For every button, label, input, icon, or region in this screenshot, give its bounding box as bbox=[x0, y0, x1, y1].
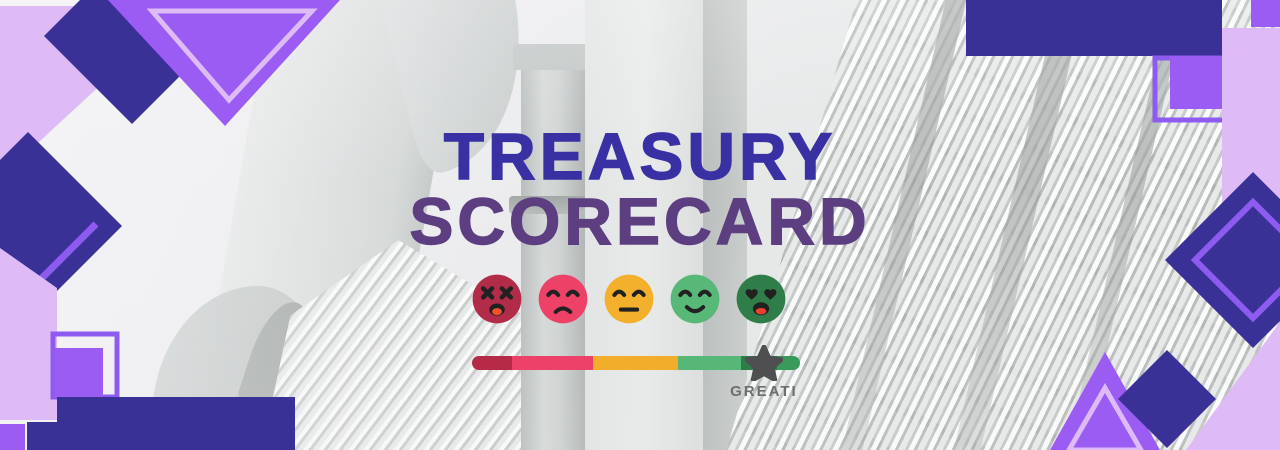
title-line-2: SCORECARD bbox=[409, 184, 871, 258]
face-circle bbox=[604, 274, 654, 324]
slider-segment-3 bbox=[677, 356, 741, 370]
title-block: TREASURY SCORECARD bbox=[0, 119, 1280, 258]
slider-segment-0 bbox=[472, 356, 513, 370]
star-slider-handle[interactable] bbox=[744, 345, 783, 381]
emoji-happy-icon[interactable] bbox=[669, 273, 721, 325]
emoji-neutral-icon[interactable] bbox=[603, 273, 655, 325]
closed-eyes bbox=[678, 289, 712, 297]
closed-eyes bbox=[546, 289, 580, 297]
closed-eyes bbox=[612, 289, 646, 297]
face-circle bbox=[670, 274, 720, 324]
smile-mouth bbox=[684, 305, 706, 314]
heart-eye bbox=[745, 289, 758, 300]
heart-eye bbox=[764, 289, 777, 300]
title-line-1: TREASURY bbox=[443, 119, 837, 193]
emoji-dead-icon[interactable] bbox=[471, 273, 523, 325]
rating-slider: GREATI bbox=[472, 344, 800, 404]
emoji-love-icon[interactable] bbox=[735, 273, 787, 325]
face-circle bbox=[538, 274, 588, 324]
star-icon bbox=[744, 345, 783, 381]
emoji-sad-icon[interactable] bbox=[537, 273, 589, 325]
tongue bbox=[755, 307, 767, 315]
frown-mouth bbox=[553, 306, 573, 315]
tongue bbox=[492, 308, 502, 316]
x-eyes bbox=[480, 286, 514, 300]
slider-segment-2 bbox=[593, 356, 678, 370]
slider-segment-1 bbox=[512, 356, 594, 370]
emoji-rating-scale bbox=[471, 273, 787, 325]
slider-value-label: GREATI bbox=[730, 383, 798, 400]
face-circle bbox=[736, 274, 786, 324]
face-circle bbox=[472, 274, 522, 324]
